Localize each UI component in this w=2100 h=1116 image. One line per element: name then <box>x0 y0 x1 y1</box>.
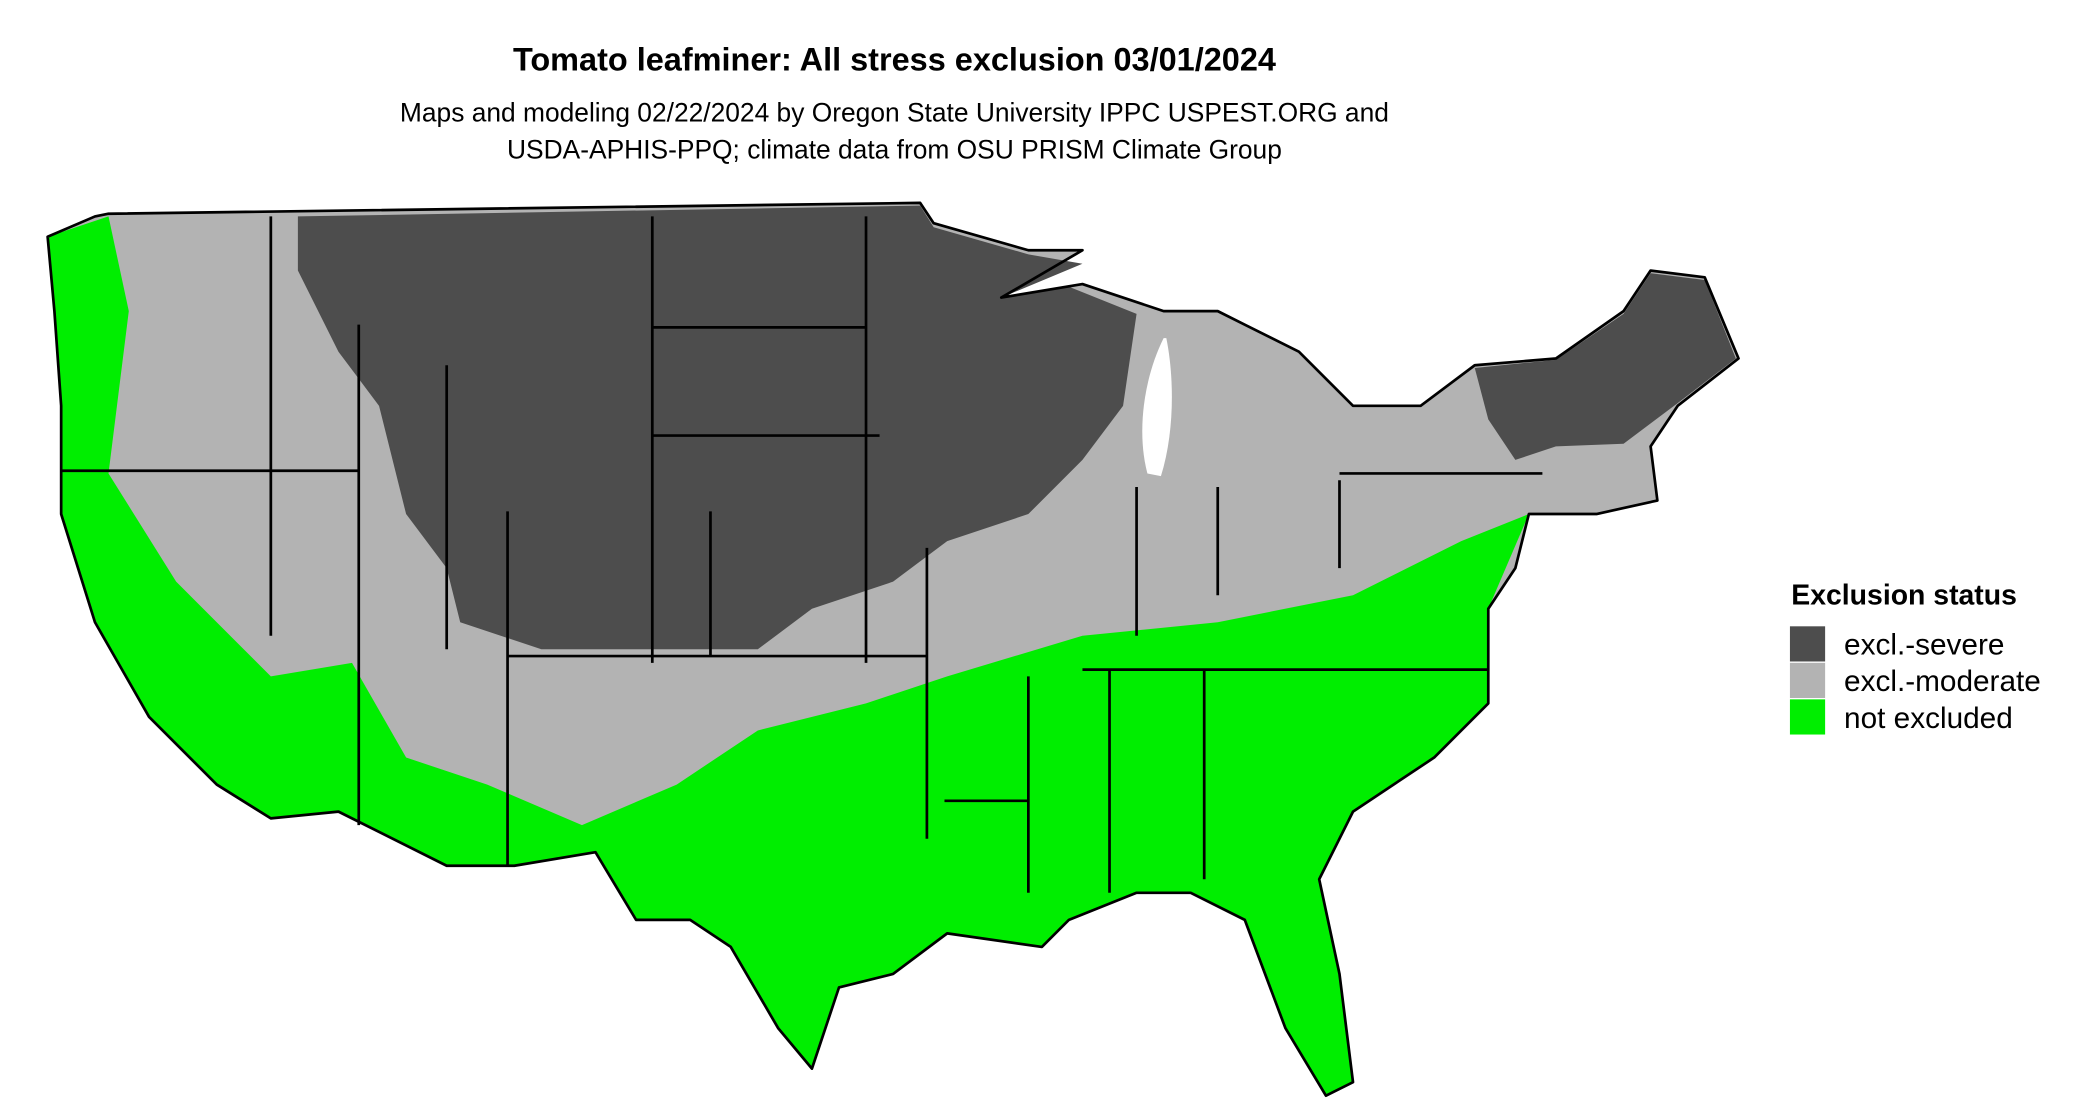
map-subtitle: Maps and modeling 02/22/2024 by Oregon S… <box>400 98 1389 128</box>
legend-label: excl.-moderate <box>1844 665 2041 698</box>
legend-label: not excluded <box>1844 702 2013 735</box>
legend-swatch <box>1789 699 1826 735</box>
country-border <box>46 201 1740 1098</box>
legend-swatch <box>1789 662 1826 699</box>
state-borders <box>61 216 1543 893</box>
map-title: Tomato leafminer: All stress exclusion 0… <box>513 41 1276 77</box>
not-excluded-zone <box>47 216 1529 1096</box>
legend: Exclusion status excl.-severeexcl.-moder… <box>1789 580 2041 735</box>
legend-title: Exclusion status <box>1791 580 2017 612</box>
legend-label: excl.-severe <box>1844 629 2004 662</box>
map-subtitle: USDA-APHIS-PPQ; climate data from OSU PR… <box>507 134 1282 164</box>
map <box>46 201 1740 1098</box>
lake-michigan <box>1142 338 1172 477</box>
legend-swatch <box>1789 626 1826 662</box>
severe-zone <box>1474 273 1736 460</box>
